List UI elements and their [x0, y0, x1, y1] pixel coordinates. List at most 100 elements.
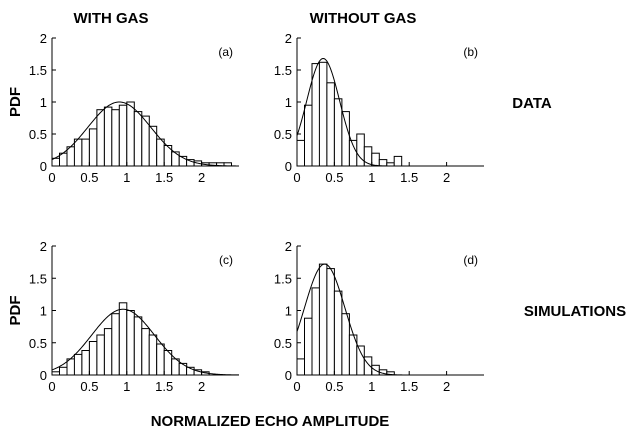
column-title-without-gas: WITHOUT GAS	[310, 10, 417, 27]
x-tick-label: 2	[198, 379, 205, 394]
column-title-with-gas: WITH GAS	[74, 10, 149, 27]
fit-curve	[51, 101, 239, 167]
x-tick-label: 0.5	[325, 170, 343, 185]
y-tick-label: 2	[285, 239, 292, 254]
panel-a: 0 0.5 1 1.5 2 0 0.5 1 1.5 2 (a) PDF	[7, 31, 239, 185]
histogram-bar	[73, 353, 83, 376]
y-tick-label: 1	[40, 304, 47, 319]
histogram-bar	[133, 111, 143, 167]
panel-tag: (c)	[219, 253, 233, 267]
y-tick-label: 2	[40, 239, 47, 254]
x-tick-label: 0	[48, 170, 55, 185]
panel-c: 0 0.5 1 1.5 2 0 0.5 1 1.5 2 (c) PDF	[7, 239, 240, 394]
y-tick-label: 0	[40, 159, 47, 174]
y-tick-label: 1.5	[29, 63, 47, 78]
histogram-bar	[348, 139, 358, 167]
y-tick-label: 1	[285, 95, 292, 110]
row-title-simulations: SIMULATIONS	[524, 303, 626, 320]
histogram-bar	[393, 155, 403, 167]
histogram-bar	[156, 343, 165, 376]
y-tick-label: 0	[285, 159, 292, 174]
histogram-bar	[326, 82, 335, 167]
x-tick-label: 2	[198, 170, 205, 185]
histogram-bar	[341, 313, 350, 376]
y-tick-label: 2	[40, 31, 47, 46]
x-tick-label: 2	[443, 379, 450, 394]
histogram-bar	[88, 128, 98, 167]
x-tick-label: 0	[293, 379, 300, 394]
y-axis-title: PDF	[7, 87, 24, 117]
histogram-bar	[81, 350, 90, 376]
histogram-bar	[318, 61, 328, 167]
x-tick-label: 0	[48, 379, 55, 394]
x-tick-label: 0.5	[80, 379, 98, 394]
histogram-bar	[111, 109, 120, 167]
x-tick-label: 0	[293, 170, 300, 185]
y-axis-title: PDF	[7, 296, 24, 326]
histogram-bar	[118, 104, 128, 167]
x-tick-label: 2	[443, 170, 450, 185]
panel-d: 0 0.5 1 1.5 2 0 0.5 1 1.5 2 (d)	[274, 239, 484, 394]
histogram-bar	[133, 316, 143, 376]
histogram-bar	[296, 358, 305, 376]
x-tick-label: 0.5	[325, 379, 343, 394]
histogram-bar	[126, 101, 135, 167]
x-tick-label: 1.5	[155, 379, 173, 394]
x-tick-label: 1	[123, 379, 130, 394]
histogram-bar	[59, 366, 68, 376]
histogram-bar	[103, 106, 113, 167]
y-tick-label: 1.5	[274, 271, 292, 286]
panel-b: 0 0.5 1 1.5 2 0 0.5 1 1.5 2 (b)	[274, 31, 484, 185]
panel-tag: (b)	[463, 45, 478, 59]
histogram-bar	[318, 263, 328, 376]
histogram-bar	[341, 111, 350, 167]
y-tick-label: 0.5	[29, 336, 47, 351]
histogram-bar	[304, 317, 313, 376]
histogram-bar	[118, 302, 128, 376]
histogram-bar	[81, 138, 90, 167]
histogram-bar	[103, 328, 113, 376]
histogram-bar	[96, 334, 105, 376]
x-tick-label: 1.5	[400, 379, 418, 394]
x-tick-label: 1.5	[155, 170, 173, 185]
x-tick-label: 1	[123, 170, 130, 185]
row-title-data: DATA	[512, 95, 552, 112]
x-tick-label: 1.5	[400, 170, 418, 185]
histogram-bar	[148, 125, 158, 167]
y-tick-label: 1	[285, 304, 292, 319]
y-tick-label: 0	[285, 368, 292, 383]
histogram-bar	[148, 334, 158, 376]
panel-tag: (d)	[463, 253, 478, 267]
histogram-bar	[296, 139, 305, 167]
histogram-bar	[371, 152, 380, 167]
histogram-bar	[73, 138, 83, 167]
histogram-bar	[311, 287, 320, 376]
y-tick-label: 1.5	[274, 63, 292, 78]
y-tick-label: 1	[40, 95, 47, 110]
fit-curve	[51, 308, 240, 376]
y-tick-label: 0.5	[274, 127, 292, 142]
y-tick-label: 1.5	[29, 271, 47, 286]
y-tick-label: 2	[285, 31, 292, 46]
histogram-bar	[311, 63, 320, 167]
histogram-bar	[171, 151, 180, 167]
histogram-bar	[96, 109, 105, 167]
y-tick-label: 0.5	[29, 127, 47, 142]
panel-tag: (a)	[218, 45, 233, 59]
histogram-bar	[178, 362, 188, 376]
y-tick-label: 0.5	[274, 336, 292, 351]
x-tick-label: 0.5	[80, 170, 98, 185]
histogram-bar	[111, 313, 120, 376]
x-tick-label: 1	[368, 170, 375, 185]
histogram-bar	[141, 328, 150, 376]
histogram-bar	[156, 138, 165, 167]
histogram-bar	[304, 104, 313, 167]
histogram-bar	[126, 310, 135, 376]
y-tick-label: 0	[40, 368, 47, 383]
histogram-bar	[356, 133, 365, 167]
histogram-bar	[356, 345, 365, 376]
x-axis-title: NORMALIZED ECHO AMPLITUDE	[151, 413, 390, 430]
histogram-bar	[333, 98, 343, 167]
x-tick-label: 1	[368, 379, 375, 394]
